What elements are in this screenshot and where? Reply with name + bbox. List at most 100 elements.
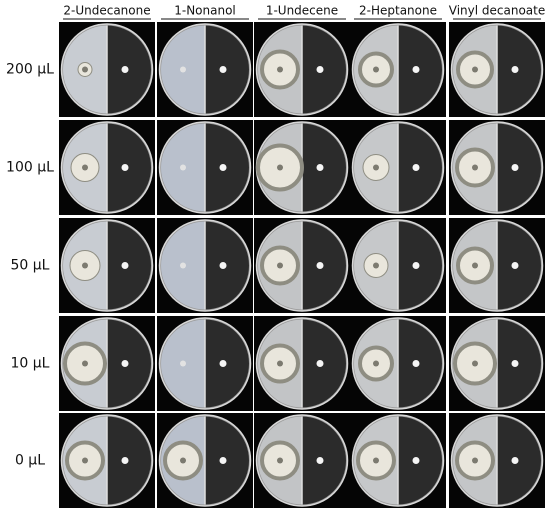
agar-right: [205, 319, 249, 408]
colony-center: [373, 164, 379, 171]
agar-right: [398, 123, 443, 212]
colony-center: [277, 457, 283, 464]
disc: [511, 164, 519, 171]
colony-center: [277, 360, 283, 367]
disc: [121, 457, 129, 464]
petri-dish-photo: [350, 316, 446, 411]
agar-right: [302, 319, 346, 408]
column-header: Vinyl decanoate: [449, 4, 545, 18]
disc: [316, 360, 324, 367]
colony-center: [373, 457, 379, 464]
petri-dish-photo: [157, 22, 253, 117]
petri-dish-photo: [350, 218, 446, 313]
petri-dish-photo: [254, 413, 350, 508]
colony-center: [82, 66, 88, 73]
agar-right: [107, 221, 151, 310]
colony-center: [277, 164, 283, 171]
agar-right: [205, 25, 249, 114]
colony-center: [373, 360, 379, 367]
column-header: 2-Undecanone: [63, 4, 150, 18]
disc: [316, 66, 324, 73]
agar-right: [107, 123, 151, 212]
colony-center: [82, 457, 88, 464]
row-label: 10 μL: [11, 356, 50, 372]
colony-center: [472, 164, 478, 171]
petri-dish-photo: [59, 413, 155, 508]
petri-dish-photo: [350, 120, 446, 215]
agar-right: [107, 25, 151, 114]
petri-dish-photo: [449, 413, 545, 508]
disc: [511, 360, 519, 367]
petri-dish-photo: [254, 120, 350, 215]
disc: [121, 164, 129, 171]
petri-dish-photo: [350, 22, 446, 117]
disc: [121, 360, 129, 367]
plug: [180, 360, 186, 367]
agar-right: [107, 416, 151, 505]
colony-center: [373, 262, 379, 269]
agar-right: [302, 123, 346, 212]
petri-dish-photo: [254, 22, 350, 117]
petri-dish-photo: [449, 120, 545, 215]
petri-dish-photo: [254, 316, 350, 411]
disc: [121, 262, 129, 269]
disc: [412, 457, 420, 464]
agar-right: [497, 319, 541, 408]
row-label: 0 μL: [15, 453, 45, 469]
disc: [511, 66, 519, 73]
column-header: 2-Heptanone: [359, 4, 437, 18]
disc: [412, 164, 420, 171]
disc: [412, 66, 420, 73]
row-label: 50 μL: [11, 258, 50, 274]
petri-dish-photo: [157, 218, 253, 313]
colony-center: [472, 360, 478, 367]
petri-dish-photo: [157, 413, 253, 508]
disc: [412, 262, 420, 269]
disc: [219, 164, 227, 171]
agar-right: [205, 416, 249, 505]
petri-dish-photo: [449, 218, 545, 313]
petri-dish-photo: [254, 218, 350, 313]
column-header: 1-Nonanol: [174, 4, 236, 18]
colony-center: [277, 66, 283, 73]
disc: [412, 360, 420, 367]
agar-right: [497, 416, 541, 505]
petri-dish-photo: [449, 316, 545, 411]
colony-center: [180, 457, 186, 464]
petri-dish-photo: [350, 413, 446, 508]
agar-right: [497, 221, 541, 310]
agar-right: [107, 319, 151, 408]
colony-center: [82, 360, 88, 367]
agar-right: [302, 25, 346, 114]
disc: [121, 66, 129, 73]
agar-right: [497, 123, 541, 212]
plug: [180, 66, 186, 73]
disc: [219, 360, 227, 367]
agar-right: [302, 416, 346, 505]
agar-right: [205, 221, 249, 310]
colony-center: [82, 164, 88, 171]
petri-dish-photo: [59, 22, 155, 117]
colony-center: [373, 66, 379, 73]
disc: [316, 164, 324, 171]
row-label: 200 μL: [6, 62, 54, 78]
agar-right: [398, 25, 443, 114]
row-label: 100 μL: [6, 160, 54, 176]
colony-center: [82, 262, 88, 269]
agar-right: [398, 221, 443, 310]
column-header: 1-Undecene: [266, 4, 338, 18]
colony-center: [277, 262, 283, 269]
plug: [180, 262, 186, 269]
agar-right: [398, 319, 443, 408]
agar-right: [205, 123, 249, 212]
disc: [219, 66, 227, 73]
petri-dish-photo: [157, 120, 253, 215]
petri-dish-photo: [59, 120, 155, 215]
agar-right: [302, 221, 346, 310]
colony-center: [472, 66, 478, 73]
disc: [316, 457, 324, 464]
disc: [511, 262, 519, 269]
colony-center: [472, 457, 478, 464]
colony-center: [472, 262, 478, 269]
